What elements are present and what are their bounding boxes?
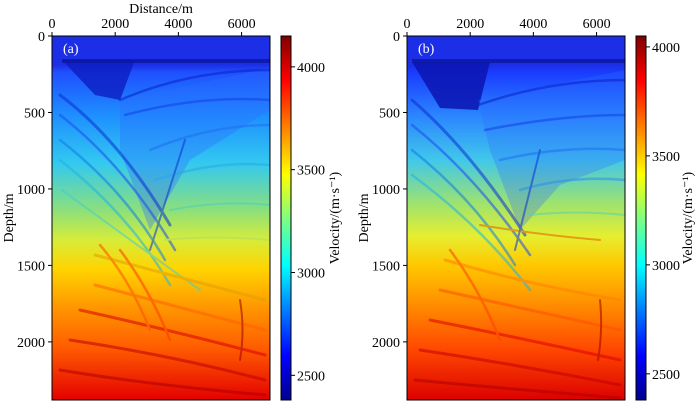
y-tick-label: 1000 <box>17 183 45 198</box>
colorbar-tick-label: 3000 <box>652 259 680 274</box>
y-axis-title-a: Depth/m <box>2 193 17 242</box>
plot-frame-b <box>406 35 626 401</box>
colorbar-tick-label: 3500 <box>297 164 325 179</box>
panel-b: (b) Depth/m 0 2000 4000 6000 0 500 1000 1500 200… <box>357 17 696 401</box>
colorbar-tick-label: 3000 <box>297 266 325 281</box>
water-layer-b <box>407 36 625 60</box>
x-tick-label: 6000 <box>583 17 611 32</box>
colorbar-tick-label: 4000 <box>652 41 680 56</box>
plot-frame-a <box>51 35 271 401</box>
x-tick-label: 0 <box>404 17 411 32</box>
x-tick-label: 4000 <box>164 17 192 32</box>
y-tick-label: 1000 <box>372 183 400 198</box>
panel-a: (a) Distance/m Depth/m 0 2000 4000 6000 0 500… <box>2 2 343 401</box>
colorbar-title-b: Velocity/(m·s⁻¹) <box>681 171 696 264</box>
x-tick-label: 4000 <box>519 17 547 32</box>
x-axis-title: Distance/m <box>129 2 193 17</box>
colorbar-a <box>280 35 292 401</box>
colorbar-tick-label: 3500 <box>652 150 680 165</box>
y-axis-title-b: Depth/m <box>357 193 372 242</box>
axis-ticks-a: 0 2000 4000 6000 0 500 1000 1500 2000 <box>17 17 256 351</box>
colorbar-tick-label: 4000 <box>297 61 325 76</box>
y-tick-label: 0 <box>38 30 45 45</box>
y-tick-label: 500 <box>379 106 400 121</box>
y-tick-label: 0 <box>393 30 400 45</box>
y-tick-label: 2000 <box>17 336 45 351</box>
colorbar-ticks-b: 2500 3000 3500 4000 <box>646 41 680 383</box>
x-tick-label: 0 <box>49 17 56 32</box>
panel-label-a: (a) <box>63 42 79 57</box>
water-layer-a <box>52 36 270 60</box>
x-tick-label: 2000 <box>101 17 129 32</box>
colorbar-title-a: Velocity/(m·s⁻¹) <box>328 171 343 264</box>
x-tick-label: 2000 <box>456 17 484 32</box>
colorbar-tick-label: 2500 <box>297 369 325 384</box>
y-tick-label: 500 <box>24 106 45 121</box>
colorbar-ticks-a: 2500 3000 3500 4000 <box>291 61 325 384</box>
axis-ticks-b: 0 2000 4000 6000 0 500 1000 1500 2000 <box>372 17 611 351</box>
y-tick-label: 2000 <box>372 336 400 351</box>
y-tick-label: 1500 <box>17 259 45 274</box>
panel-label-b: (b) <box>418 42 435 57</box>
colorbar-b <box>635 35 647 401</box>
x-tick-label: 6000 <box>228 17 256 32</box>
colorbar-tick-label: 2500 <box>652 368 680 383</box>
y-tick-label: 1500 <box>372 259 400 274</box>
